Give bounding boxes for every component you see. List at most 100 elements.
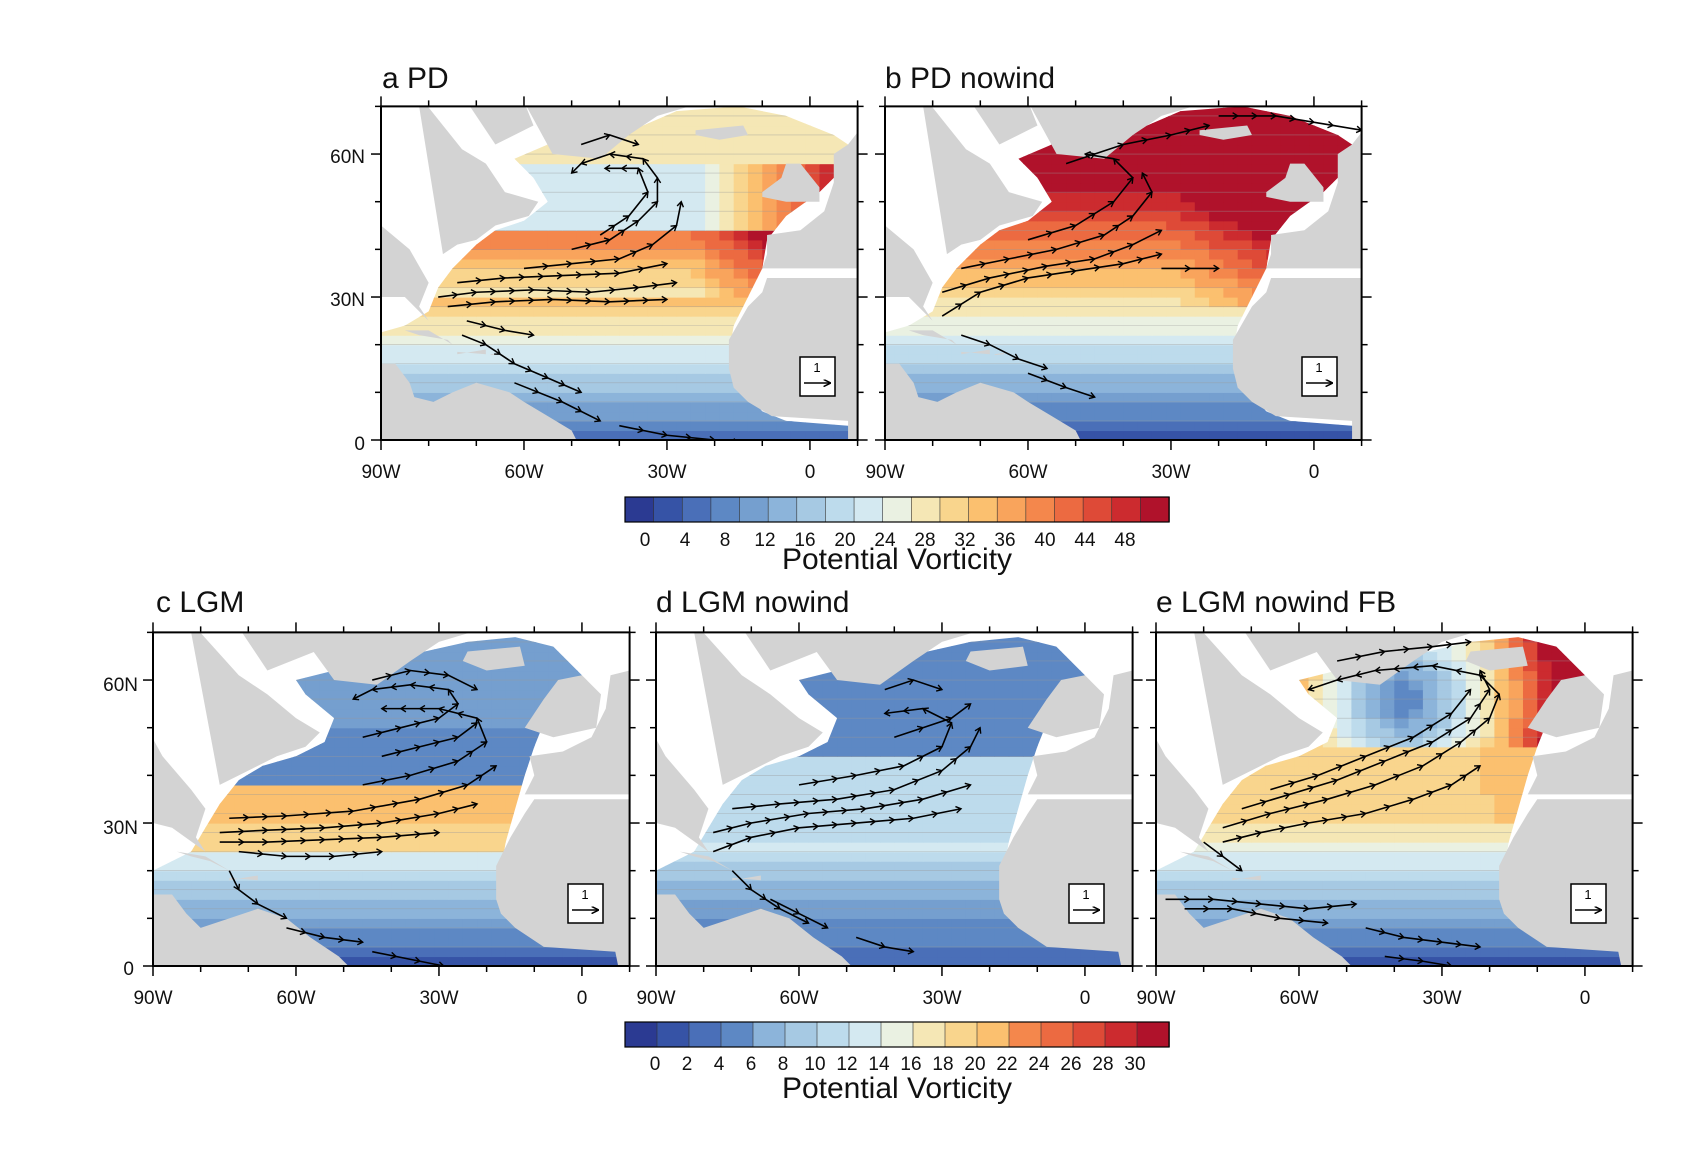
land-mass: [344, 966, 415, 976]
lat-tick-label: 30N: [103, 818, 138, 839]
lon-tick-label: 60W: [1279, 988, 1318, 1009]
colorbar-swatch: [721, 1022, 754, 1047]
lon-tick-label: 30W: [922, 988, 961, 1009]
colorbar-tick-label: 2: [682, 1054, 693, 1075]
colorbar-tick-label: 44: [1074, 530, 1096, 551]
panel-title: b PD nowind: [885, 62, 1055, 95]
colorbar-swatch: [881, 1022, 914, 1047]
panel-title: e LGM nowind FB: [1156, 586, 1396, 619]
colorbar-swatch: [1105, 1022, 1138, 1047]
lat-tick-label: 0: [354, 434, 365, 455]
lon-tick-label: 60W: [276, 988, 315, 1009]
lon-tick-label: 0: [805, 462, 816, 483]
lon-tick-label: 30W: [1422, 988, 1461, 1009]
map-area: [333, 96, 881, 450]
colorbar-swatch: [1073, 1022, 1106, 1047]
colorbar-swatch: [625, 1022, 658, 1047]
panel-a: a PD 60N 30N 0 90W 60W 30W 0 1: [330, 62, 881, 483]
lon-tick-label: 0: [1309, 462, 1320, 483]
colorbar-tick-label: 6: [746, 1054, 757, 1075]
lon-tick-label: 60W: [1008, 462, 1047, 483]
reference-vector-key: 1: [568, 884, 603, 923]
colorbar-tick-label: 4: [680, 530, 691, 551]
reference-vector-label: 1: [1584, 887, 1591, 902]
colorbar-tick-label: 8: [720, 530, 731, 551]
colorbar-swatch: [1041, 1022, 1074, 1047]
lon-tick-label: 60W: [504, 462, 543, 483]
colorbar-swatch: [1140, 497, 1169, 522]
colorbar-swatch: [1137, 1022, 1170, 1047]
colorbar-title: Potential Vorticity: [782, 1072, 1012, 1105]
colorbar-swatches: [625, 497, 1170, 522]
colorbar-swatches: [625, 1022, 1170, 1047]
colorbar-tick-label: 0: [640, 530, 651, 551]
colorbar-swatch: [997, 497, 1026, 522]
colorbar-tick-label: 24: [1028, 1054, 1050, 1075]
panel-c: c LGM 60N 30N 0 90W 60W 30W 0 1: [103, 586, 653, 1009]
lat-tick-label: 60N: [103, 675, 138, 696]
colorbar-tick-label: 12: [754, 530, 775, 551]
colorbar-tick-label: 30: [1124, 1054, 1145, 1075]
lon-tick-label: 30W: [419, 988, 458, 1009]
colorbar-title: Potential Vorticity: [782, 543, 1012, 576]
colorbar-bottom: 0 2 4 6 8 10 12 14 16 18 20 22 24 26 28 …: [625, 1022, 1170, 1105]
lon-tick-label: 30W: [647, 462, 686, 483]
colorbar-swatch: [911, 497, 940, 522]
colorbar-swatch: [854, 497, 883, 522]
panel-b: b PD nowind 90W 60W 30W 0 1: [837, 62, 1385, 483]
colorbar-swatch: [1112, 497, 1141, 522]
colorbar-swatch: [969, 497, 998, 522]
colorbar-swatch: [817, 1022, 850, 1047]
colorbar-swatch: [740, 497, 769, 522]
colorbar-swatch: [689, 1022, 722, 1047]
colorbar-swatch: [945, 1022, 978, 1047]
colorbar-swatch: [1083, 497, 1112, 522]
reference-vector-key: 1: [800, 357, 835, 396]
lon-tick-label: 90W: [133, 988, 172, 1009]
reference-vector-key: 1: [1302, 357, 1337, 396]
lat-tick-label: 60N: [330, 147, 365, 168]
colorbar-swatch: [1026, 497, 1055, 522]
panel-e: e LGM nowind FB 90W 60W 30W 0 1: [1108, 586, 1656, 1009]
reference-vector-key: 1: [1571, 884, 1606, 923]
colorbar-tick-label: 4: [714, 1054, 725, 1075]
colorbar-swatch: [1054, 497, 1083, 522]
colorbar-swatch: [625, 497, 654, 522]
colorbar-tick-label: 0: [650, 1054, 661, 1075]
lon-tick-label: 0: [577, 988, 588, 1009]
colorbar-swatch: [657, 1022, 690, 1047]
colorbar-tick-label: 40: [1034, 530, 1055, 551]
land-mass: [847, 966, 918, 976]
lat-tick-label: 30N: [330, 290, 365, 311]
colorbar-tick-label: 28: [1092, 1054, 1113, 1075]
colorbar-swatch: [977, 1022, 1010, 1047]
colorbar-swatch: [711, 497, 740, 522]
reference-vector-key: 1: [1069, 884, 1104, 923]
panel-d: d LGM nowind 90W 60W 30W 0 1: [608, 586, 1156, 1009]
lon-tick-label: 90W: [361, 462, 400, 483]
colorbar-swatch: [797, 497, 826, 522]
colorbar-swatch: [825, 497, 854, 522]
land-mass: [1076, 440, 1147, 450]
lon-tick-label: 30W: [1151, 462, 1190, 483]
colorbar-swatch: [883, 497, 912, 522]
colorbar-swatch: [940, 497, 969, 522]
colorbar-swatch: [849, 1022, 882, 1047]
lon-tick-label: 0: [1580, 988, 1591, 1009]
lat-tick-label: 0: [123, 959, 134, 980]
panel-title: c LGM: [156, 586, 244, 619]
reference-vector-label: 1: [1082, 887, 1089, 902]
colorbar-top: 0 4 8 12 16 20 24 28 32 36 40 44 48 Pote…: [625, 497, 1170, 576]
colorbar-swatch: [682, 497, 711, 522]
colorbar-tick-label: 48: [1114, 530, 1135, 551]
colorbar-swatch: [768, 497, 797, 522]
lon-tick-label: 60W: [779, 988, 818, 1009]
colorbar-swatch: [654, 497, 683, 522]
lon-tick-label: 90W: [1136, 988, 1175, 1009]
land-mass: [1347, 966, 1418, 976]
reference-vector-label: 1: [813, 360, 820, 375]
reference-vector-label: 1: [1315, 360, 1322, 375]
colorbar-swatch: [913, 1022, 946, 1047]
land-mass: [572, 440, 643, 450]
